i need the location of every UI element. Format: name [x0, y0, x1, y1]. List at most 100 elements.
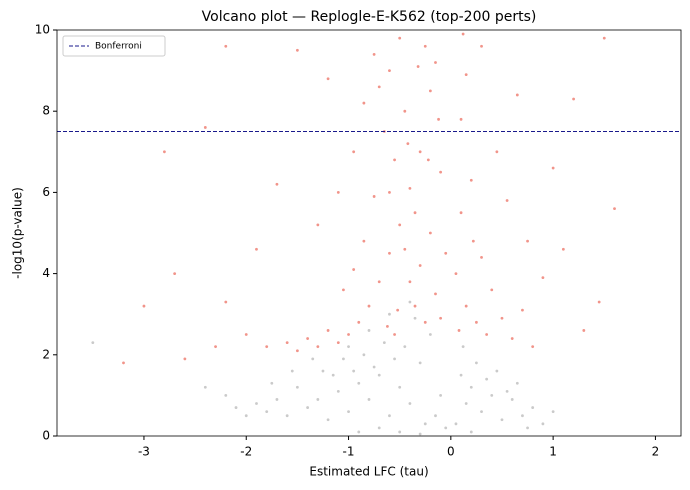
point	[173, 272, 177, 275]
point	[418, 264, 422, 267]
point	[418, 150, 422, 154]
point	[275, 182, 279, 186]
point	[295, 385, 299, 389]
point	[347, 333, 350, 336]
point	[367, 329, 371, 332]
point	[469, 178, 473, 182]
point	[377, 85, 381, 89]
point	[326, 329, 330, 332]
x-tick-label: -2	[240, 445, 252, 459]
point	[444, 251, 448, 255]
point	[480, 44, 483, 48]
point	[398, 430, 402, 434]
point	[480, 410, 483, 414]
point	[388, 312, 391, 316]
point	[439, 170, 443, 174]
point	[311, 357, 315, 361]
point	[505, 389, 509, 393]
point	[326, 418, 330, 422]
point	[295, 48, 299, 52]
point	[495, 369, 499, 373]
point	[203, 385, 207, 389]
x-tick-label: -1	[343, 445, 355, 459]
point	[413, 304, 417, 308]
point	[342, 357, 345, 361]
point	[423, 422, 427, 426]
point	[372, 365, 376, 369]
point	[551, 166, 555, 170]
point	[408, 300, 412, 304]
point	[500, 316, 504, 320]
point	[461, 345, 465, 349]
x-tick-label: 2	[652, 445, 660, 459]
point	[475, 361, 478, 365]
point	[362, 101, 366, 105]
point	[403, 109, 407, 113]
x-tick-label: 1	[549, 445, 557, 459]
point	[285, 341, 289, 345]
point	[418, 361, 422, 365]
point	[244, 414, 248, 418]
point	[255, 247, 258, 251]
point	[331, 373, 335, 377]
legend-label: Bonferroni	[95, 42, 142, 52]
point	[326, 77, 330, 81]
point	[224, 394, 228, 397]
point	[510, 337, 514, 340]
point	[336, 191, 340, 194]
point	[521, 414, 524, 418]
point	[434, 61, 437, 64]
point	[423, 44, 427, 48]
point	[347, 345, 350, 349]
point	[183, 357, 187, 361]
point	[572, 97, 575, 101]
y-tick-label: 0	[42, 429, 50, 443]
point	[454, 272, 458, 275]
point	[437, 117, 440, 121]
point	[515, 93, 519, 97]
point	[403, 345, 407, 349]
point	[434, 414, 437, 418]
point	[408, 280, 412, 284]
point	[357, 320, 361, 324]
point	[285, 414, 289, 418]
point	[444, 426, 448, 430]
point	[418, 432, 422, 436]
chart-title: Volcano plot — Replogle-E-K562 (top-200 …	[202, 9, 537, 25]
point	[362, 239, 366, 243]
point	[290, 369, 294, 373]
point	[214, 345, 217, 349]
point	[602, 36, 606, 40]
point	[316, 223, 320, 227]
point	[413, 316, 417, 320]
point	[406, 142, 410, 146]
y-tick-label: 2	[42, 347, 50, 361]
point	[388, 69, 391, 72]
y-tick-label: 8	[42, 104, 50, 118]
point	[490, 288, 494, 292]
x-axis-label: Estimated LFC (tau)	[309, 465, 428, 479]
point	[475, 320, 478, 324]
legend-box	[62, 35, 166, 57]
point	[515, 381, 519, 385]
point	[295, 349, 299, 353]
point	[505, 199, 509, 202]
point	[597, 300, 601, 304]
point	[357, 381, 361, 385]
point	[403, 247, 407, 251]
point	[521, 308, 524, 312]
point	[393, 357, 396, 361]
point	[464, 402, 468, 405]
point	[372, 52, 376, 56]
point	[386, 324, 389, 328]
point	[495, 150, 499, 154]
point	[434, 292, 437, 296]
point	[426, 158, 430, 162]
point	[408, 186, 412, 190]
y-axis-label: -log10(p-value)	[11, 187, 25, 279]
y-tick-label: 10	[35, 23, 50, 37]
point	[362, 353, 366, 357]
point	[321, 369, 325, 373]
series-points	[122, 32, 616, 365]
point	[439, 316, 443, 320]
